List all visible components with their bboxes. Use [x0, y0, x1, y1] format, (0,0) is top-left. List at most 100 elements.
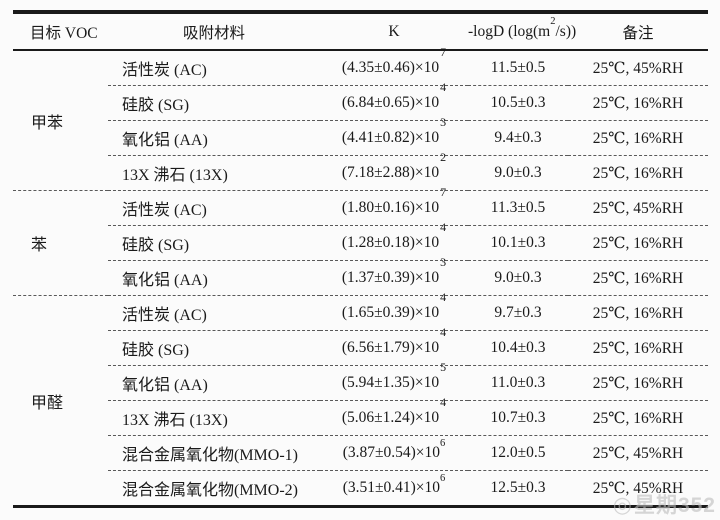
logd-value-cell: 9.7±0.3	[468, 295, 568, 331]
note-cell: 25℃, 16%RH	[568, 225, 708, 261]
k-value-base: (3.87±0.54)×10	[342, 444, 441, 461]
logd-value-cell: 11.3±0.5	[468, 190, 568, 226]
k-value-exponent: 4	[440, 219, 447, 234]
adsorption-data-table: 目标 VOC 吸附材料 K -logD (log(m2/s)) 备注 甲苯 活性炭…	[13, 10, 708, 508]
material-cell: 氧化铝 (AA)	[108, 365, 320, 401]
k-value-base: (1.37±0.39)×10	[341, 269, 440, 286]
watermark-text: 星期352	[633, 494, 716, 517]
material-cell: 13X 沸石 (13X)	[108, 400, 320, 436]
logd-value-cell: 12.5±0.3	[490, 479, 546, 496]
note-cell: 25℃, 16%RH	[568, 155, 708, 191]
logd-header-superscript: 2	[550, 16, 556, 28]
note-cell: 25℃, 16%RH	[568, 85, 708, 121]
material-cell: 硅胶 (SG)	[108, 225, 320, 261]
material-cell: 硅胶 (SG)	[108, 85, 320, 121]
table-row: 混合金属氧化物(MMO-1) (3.87±0.54)×106 12.0±0.5 25℃…	[13, 435, 708, 471]
material-cell: 氧化铝 (AA)	[108, 260, 320, 296]
note-cell: 25℃, 16%RH	[568, 330, 708, 366]
k-value-exponent: 7	[440, 184, 447, 199]
logd-value-cell: 9.0±0.3	[468, 155, 568, 191]
k-value-cell: (6.56±1.79)×104	[320, 326, 468, 366]
table-row: 苯活性炭 (AC) (1.80±0.16)×107 11.3±0.5 25℃, 45%…	[13, 186, 708, 296]
k-value-base: (3.51±0.41)×10	[342, 479, 441, 496]
table-row: 硅胶 (SG) (6.84±0.65)×104 10.5±0.3 25℃, 16%RH	[13, 81, 708, 121]
watermark-logo-icon: ◎	[612, 492, 633, 517]
k-value-cell: (1.65±0.39)×104	[320, 291, 468, 331]
k-value-base: (4.41±0.82)×10	[341, 129, 440, 146]
note-cell: 25℃, 16%RH	[568, 260, 708, 296]
logd-value-cell: 10.4±0.3	[468, 330, 568, 366]
material-cell: 硅胶 (SG)	[108, 330, 320, 366]
table-row: 硅胶 (SG) (6.56±1.79)×104 10.4±0.3 25℃, 16%RH	[13, 326, 708, 366]
note-cell: 25℃, 16%RH	[568, 400, 708, 436]
note-cell: 25℃, 45%RH	[568, 50, 708, 86]
k-value-exponent: 4	[440, 289, 447, 304]
k-value-base: (5.06±1.24)×10	[341, 409, 440, 426]
voc-group-label: 甲醛	[31, 394, 64, 412]
table-body: 甲苯 活性炭 (AC) (4.35±0.46)×107 11.5±0.5 25℃, 45…	[13, 46, 708, 507]
logd-value-cell: 11.0±0.3	[468, 365, 568, 401]
k-value-cell: (3.51±0.41)×106	[320, 471, 468, 507]
k-value-cell: (7.18±2.88)×102	[320, 151, 468, 191]
material-cell: 13X 沸石 (13X)	[108, 155, 320, 191]
table-row: 混合金属氧化物(MMO-2) (3.51±0.41)×106 12.5±0.3 25℃…	[13, 471, 708, 507]
column-header-target-voc: 目标 VOC	[13, 12, 108, 51]
k-value-exponent: 6	[440, 437, 446, 449]
k-value-base: (6.84±0.65)×10	[341, 94, 440, 111]
k-value-cell: (4.41±0.82)×103	[320, 116, 468, 156]
k-value-exponent: 4	[440, 394, 447, 409]
logd-value-cell: 10.1±0.3	[468, 225, 568, 261]
table-row: 甲醛 活性炭 (AC) (1.65±0.39)×104 9.7±0.3 25℃, 16%…	[13, 291, 708, 412]
logd-value-cell: 9.0±0.3	[468, 260, 568, 296]
note-cell: 25℃, 45%RH	[568, 190, 708, 226]
note-cell: 25℃, 45%RH	[592, 479, 684, 497]
column-header-note: 备注	[568, 12, 708, 51]
k-value-cell: (4.35±0.46)×107	[320, 46, 468, 86]
table-row: 硅胶 (SG) (1.28±0.18)×104 10.1±0.3 25℃, 16%RH	[13, 221, 708, 261]
material-cell: 氧化铝 (AA)	[108, 120, 320, 156]
k-value-base: (1.65±0.39)×10	[341, 304, 440, 321]
k-value-cell: (5.06±1.24)×104	[320, 396, 468, 436]
k-value-base: (4.35±0.46)×10	[341, 59, 440, 76]
material-cell: 活性炭 (AC)	[108, 190, 320, 226]
logd-header-post: /s))	[555, 22, 577, 40]
voc-group-label: 苯	[13, 190, 108, 296]
note-cell: 25℃, 16%RH	[568, 365, 708, 401]
material-cell: 混合金属氧化物(MMO-1)	[108, 435, 320, 471]
note-cell: 25℃, 16%RH	[568, 295, 708, 331]
table-row: 氧化铝 (AA) (4.41±0.82)×103 9.4±0.3 25℃, 16%RH	[13, 116, 708, 156]
k-value-exponent: 2	[440, 149, 447, 164]
material-cell: 活性炭 (AC)	[108, 295, 320, 331]
k-value-base: (7.18±2.88)×10	[341, 164, 440, 181]
table-row: 氧化铝 (AA) (5.94±1.35)×105 11.0±0.3 25℃, 16%R…	[13, 361, 708, 401]
k-value-cell: (1.80±0.16)×107	[320, 186, 468, 226]
k-value-cell: (1.28±0.18)×104	[320, 221, 468, 261]
table-row: 13X 沸石 (13X) (7.18±2.88)×102 9.0±0.3 25℃, 1…	[13, 151, 708, 191]
k-value-base: (1.80±0.16)×10	[341, 199, 440, 216]
k-value-exponent: 3	[440, 114, 447, 129]
logd-value-cell: 10.7±0.3	[468, 400, 568, 436]
column-header-k: K	[320, 12, 468, 51]
k-value-exponent: 4	[440, 79, 447, 94]
logd-header-pre: -logD (log(m	[468, 22, 551, 40]
note-cell: 25℃, 45%RH	[568, 435, 708, 471]
k-value-exponent: 4	[440, 324, 447, 339]
column-header-logd: -logD (log(m2/s))	[468, 12, 576, 51]
voc-group-label: 甲苯	[13, 50, 108, 191]
material-cell: 混合金属氧化物(MMO-2)	[122, 482, 298, 499]
k-value-exponent: 3	[440, 254, 447, 269]
note-cell: 25℃, 16%RH	[568, 120, 708, 156]
watermark: ◎星期352	[613, 489, 716, 519]
k-value-exponent: 7	[440, 44, 447, 59]
logd-value-cell: 11.5±0.5	[468, 50, 568, 86]
k-value-base: (1.28±0.18)×10	[341, 234, 440, 251]
table-row: 氧化铝 (AA) (1.37±0.39)×103 9.0±0.3 25℃, 16%RH	[13, 256, 708, 296]
logd-value-cell: 9.4±0.3	[468, 120, 568, 156]
table-header: 目标 VOC 吸附材料 K -logD (log(m2/s)) 备注	[13, 12, 708, 51]
k-value-cell: (5.94±1.35)×105	[320, 361, 468, 401]
table-row: 13X 沸石 (13X) (5.06±1.24)×104 10.7±0.3 25℃, …	[13, 396, 708, 436]
k-value-cell: (3.87±0.54)×106	[320, 435, 468, 471]
k-value-cell: (1.37±0.39)×103	[320, 256, 468, 296]
material-cell: 活性炭 (AC)	[108, 50, 320, 86]
